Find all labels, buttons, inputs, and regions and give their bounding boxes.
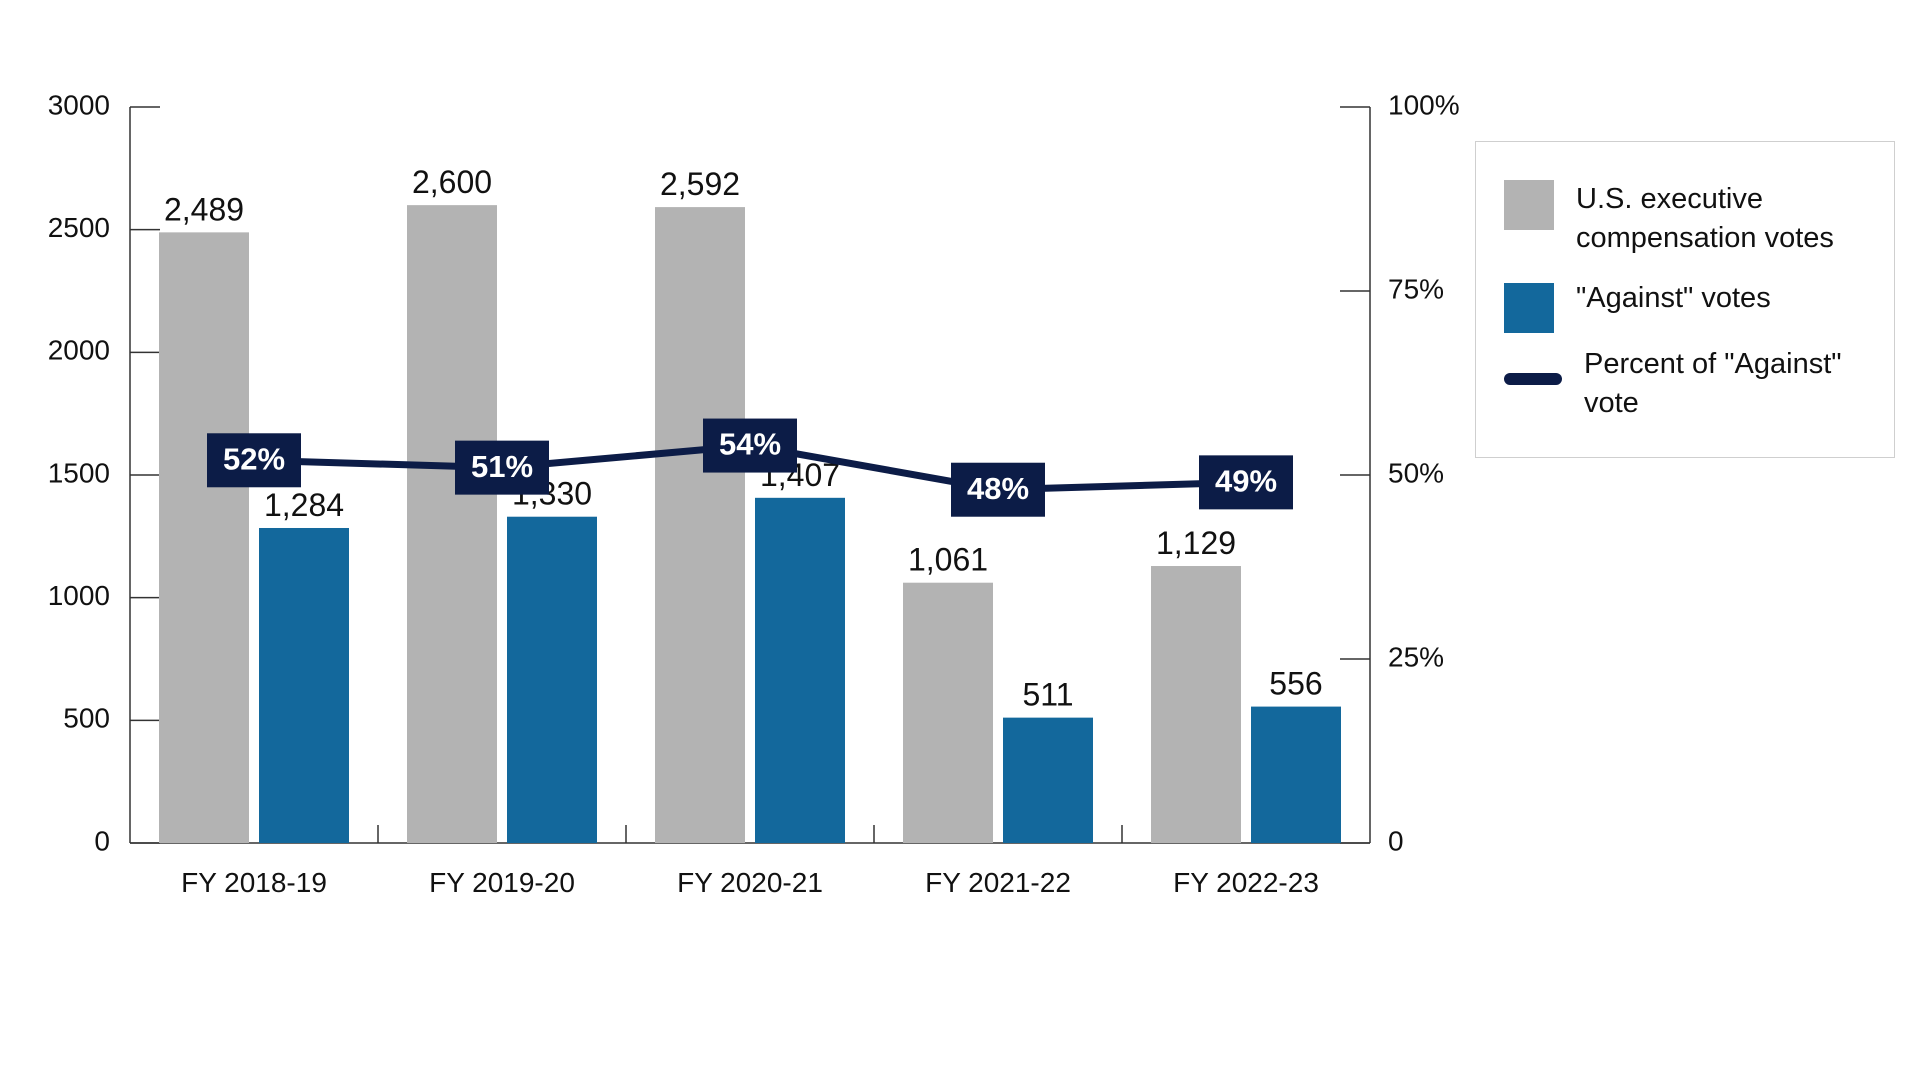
x-category-label: FY 2022-23: [1173, 867, 1319, 898]
legend: U.S. executive compensation votes "Again…: [1475, 141, 1895, 458]
bar-value-label: 2,600: [412, 164, 492, 200]
legend-item-against-votes: "Against" votes: [1504, 282, 1876, 333]
bar-against-votes: [755, 497, 845, 843]
bar-compensation-votes: [903, 582, 993, 843]
axes: 0 500 1000 1500 2000 2500 3000 0 25% 50% 75% 100%: [48, 89, 1460, 856]
right-tick-label: 75%: [1388, 273, 1444, 304]
legend-swatch-blue: [1504, 283, 1554, 333]
legend-label: "Against" votes: [1576, 282, 1771, 314]
left-tick-label: 500: [63, 703, 110, 734]
bars: [159, 205, 1341, 844]
bar-compensation-votes: [1151, 566, 1241, 843]
bar-value-label: 1,284: [264, 487, 344, 523]
percent-marker: [207, 433, 301, 488]
percent-marker: [455, 440, 549, 495]
left-tick-label: 1500: [48, 457, 110, 488]
bar-value-label: 1,129: [1156, 525, 1236, 561]
percent-marker: [703, 418, 797, 473]
x-category-label: FY 2021-22: [925, 867, 1071, 898]
bar-against-votes: [1251, 706, 1341, 843]
x-category-label: FY 2019-20: [429, 867, 575, 898]
bar-value-label: 2,592: [660, 166, 740, 202]
x-axis-labels: FY 2018-19 FY 2019-20 FY 2020-21 FY 2021-22…: [181, 867, 1319, 898]
percent-line: 52% 51% 54% 48% 49%: [207, 418, 1293, 517]
bar-against-votes: [507, 516, 597, 843]
bar-value-label: 511: [1022, 677, 1073, 713]
bar-compensation-votes: [159, 232, 249, 843]
legend-item-percent-against: Percent of "Against" vote: [1504, 345, 1874, 423]
percent-label: 48%: [967, 471, 1029, 506]
x-category-label: FY 2020-21: [677, 867, 823, 898]
right-tick-label: 50%: [1388, 457, 1444, 488]
percent-marker: [951, 462, 1045, 517]
right-tick-label: 0: [1388, 825, 1404, 856]
legend-label: Percent of "Against" vote: [1584, 348, 1842, 419]
left-tick-label: 3000: [48, 89, 110, 120]
percent-marker: [1199, 455, 1293, 510]
left-tick-label: 1000: [48, 580, 110, 611]
bar-against-votes: [259, 527, 349, 843]
bar-value-label: 1,061: [908, 542, 988, 578]
right-tick-label: 25%: [1388, 641, 1444, 672]
bar-value-label: 2,489: [164, 191, 244, 227]
left-tick-label: 0: [94, 825, 110, 856]
left-tick-label: 2000: [48, 335, 110, 366]
left-tick-label: 2500: [48, 212, 110, 243]
legend-item-compensation-votes: U.S. executive compensation votes: [1504, 180, 1876, 258]
bar-value-label: 556: [1269, 666, 1322, 702]
x-category-label: FY 2018-19: [181, 867, 327, 898]
legend-line-swatch: [1504, 373, 1562, 385]
percent-label: 54%: [719, 427, 781, 462]
legend-label: U.S. executive compensation votes: [1576, 183, 1834, 254]
bar-compensation-votes: [655, 207, 745, 843]
percent-label: 52%: [223, 441, 285, 476]
bar-against-votes: [1003, 717, 1093, 843]
bar-compensation-votes: [407, 205, 497, 844]
percent-label: 51%: [471, 449, 533, 484]
right-tick-label: 100%: [1388, 89, 1460, 120]
percent-label: 49%: [1215, 464, 1277, 499]
legend-swatch-gray: [1504, 180, 1554, 230]
